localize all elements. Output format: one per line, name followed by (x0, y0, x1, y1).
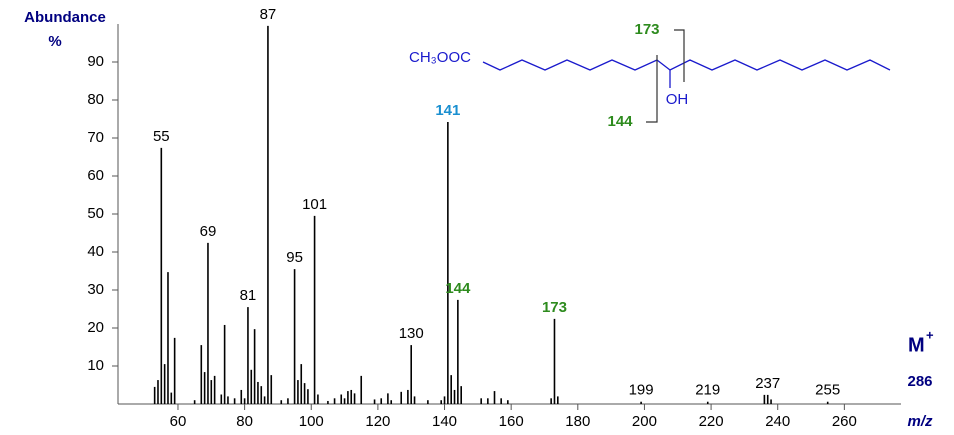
x-tick-label: 260 (832, 413, 857, 430)
hydroxyl: OH (666, 91, 689, 108)
y-tick-label: 50 (87, 205, 104, 222)
peak-label: 141 (435, 102, 460, 119)
x-axis-label: m/z (907, 413, 933, 430)
y-tick-label: 20 (87, 319, 104, 336)
peak-label: 173 (542, 299, 567, 316)
molecular-ion-label: M (908, 334, 925, 356)
x-tick-label: 240 (765, 413, 790, 430)
y-tick-label: 80 (87, 91, 104, 108)
x-tick-label: 140 (432, 413, 457, 430)
x-tick-label: 100 (299, 413, 324, 430)
cleavage-a (674, 29, 685, 82)
peak-label: 81 (240, 287, 257, 304)
fragment-b: 144 (607, 113, 633, 130)
molecular-ion-charge: + (926, 327, 934, 342)
cleavage-b (646, 55, 658, 123)
peak-label: 144 (445, 280, 471, 297)
x-tick-label: 60 (170, 413, 187, 430)
y-tick-label: 40 (87, 243, 104, 260)
ester-group: CH₃OOC (409, 49, 471, 66)
peak-label: 55 (153, 128, 170, 145)
x-tick-label: 160 (499, 413, 524, 430)
peak-label: 87 (260, 6, 277, 23)
y-axis-label: Abundance (24, 9, 106, 26)
peak-label: 69 (200, 223, 217, 240)
y-axis-unit: % (48, 33, 61, 50)
peak-label: 101 (302, 196, 327, 213)
x-tick-label: 80 (236, 413, 253, 430)
structure: CH₃OOC OH 173 144 (409, 21, 891, 130)
y-tick-label: 10 (87, 357, 104, 374)
molecular-ion-mz: 286 (907, 373, 932, 390)
peak-label: 219 (695, 382, 720, 399)
y-tick-label: 60 (87, 167, 104, 184)
x-tick-label: 220 (699, 413, 724, 430)
y-tick-label: 90 (87, 53, 104, 70)
peak-label: 130 (399, 325, 424, 342)
y-tick-label: 30 (87, 281, 104, 298)
peak-label: 199 (629, 382, 654, 399)
y-tick-label: 70 (87, 129, 104, 146)
x-tick-label: 180 (565, 413, 590, 430)
peak-label: 95 (286, 249, 303, 266)
x-tick-label: 120 (365, 413, 390, 430)
x-tick-label: 200 (632, 413, 657, 430)
chain (482, 59, 891, 71)
peak-label: 237 (755, 375, 780, 392)
peak-label: 255 (815, 382, 840, 399)
fragment-a: 173 (634, 21, 659, 38)
